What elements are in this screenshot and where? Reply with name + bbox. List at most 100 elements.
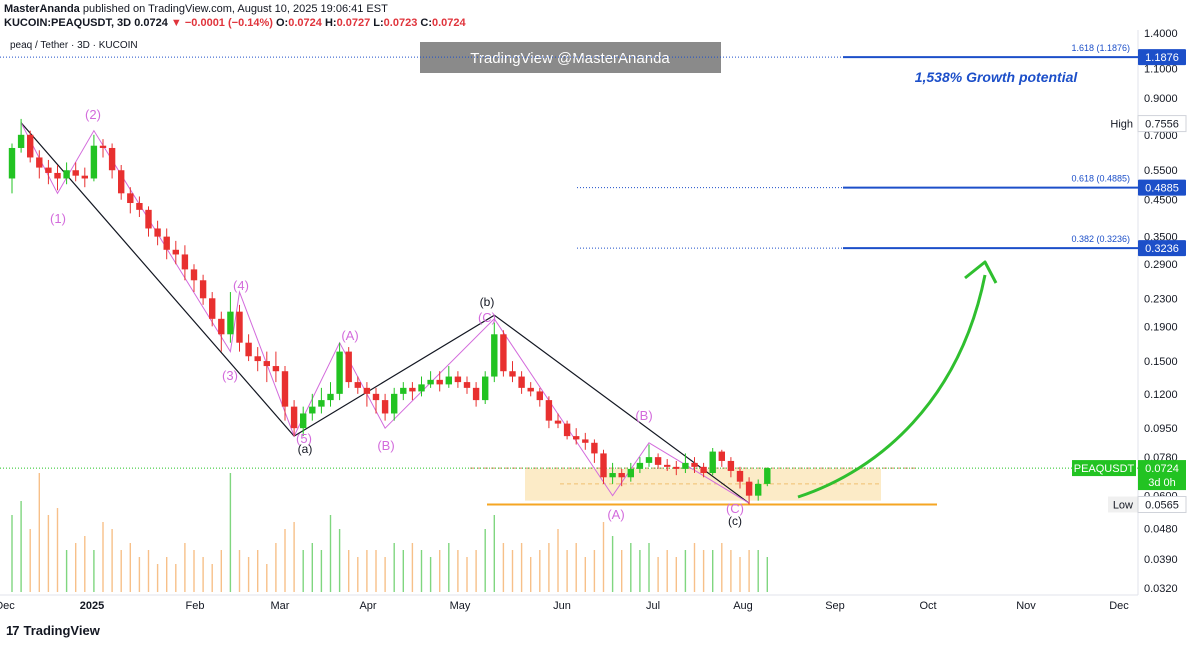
- fib-level-label: 0.382 (0.3236): [1071, 234, 1130, 244]
- high-value: 0.0727: [336, 17, 371, 29]
- x-tick-label: Feb: [186, 600, 205, 612]
- volume-bar: [202, 557, 204, 592]
- volume-bar: [29, 529, 31, 592]
- candle-body: [536, 391, 543, 401]
- x-tick-label: Jul: [646, 600, 660, 612]
- volume-bar: [648, 543, 650, 592]
- accumulation-zone: [525, 468, 881, 501]
- volume-bar: [138, 557, 141, 592]
- volume-bar: [593, 550, 596, 592]
- y-tick-label: 0.2300: [1144, 293, 1178, 305]
- volume-bar: [757, 550, 759, 592]
- candle-body: [199, 280, 207, 299]
- symbol-badge-text: PEAQUSDT: [1074, 463, 1135, 475]
- candle-body: [345, 351, 352, 383]
- volume-bar: [366, 550, 368, 592]
- x-tick-label: Sep: [825, 600, 845, 612]
- candle-body: [627, 468, 634, 478]
- brand-text: TradingView: [23, 623, 100, 638]
- candle-body: [736, 470, 744, 482]
- wave-label: (B): [635, 408, 652, 423]
- wave-label: (4): [233, 278, 249, 293]
- candle-body: [418, 384, 425, 392]
- volume-bar: [566, 550, 568, 592]
- volume-bar: [329, 515, 332, 592]
- x-tick-label: May: [450, 600, 471, 612]
- volume-bar: [584, 557, 586, 592]
- volume-bar: [657, 557, 659, 592]
- volume-bar: [448, 543, 450, 592]
- volume-bar: [420, 550, 423, 592]
- x-tick-label: Jun: [553, 600, 571, 612]
- candle-body: [309, 406, 316, 414]
- candle-body: [8, 147, 16, 179]
- y-tick-label: 0.9000: [1144, 93, 1178, 105]
- volume-bar: [684, 550, 687, 592]
- volume-bar: [357, 557, 359, 592]
- volume-bar: [439, 550, 441, 592]
- volume-bar: [47, 515, 50, 592]
- wave-label: (5): [296, 431, 312, 446]
- candle-body: [281, 371, 289, 407]
- growth-arrow-head: [964, 260, 998, 284]
- symbol-badge: [1072, 460, 1136, 477]
- candle-body: [145, 209, 152, 229]
- footer-brand[interactable]: 17 TradingView: [6, 623, 100, 638]
- volume-bar: [693, 543, 696, 592]
- volume-bar: [302, 550, 304, 592]
- volume-bar: [111, 529, 113, 592]
- candle-body: [272, 366, 280, 372]
- candle-body: [436, 379, 443, 385]
- wave-label: (C): [478, 310, 496, 325]
- x-tick-label: Aug: [733, 600, 753, 612]
- volume-bar: [621, 550, 623, 592]
- volume-bar: [530, 557, 532, 592]
- publish-line: MasterAnanda published on TradingView.co…: [4, 3, 388, 15]
- candle-body: [500, 334, 507, 372]
- volume-bar: [65, 550, 68, 592]
- close-value: 0.0724: [432, 17, 466, 29]
- watermark-text: TradingView @MasterAnanda: [470, 50, 670, 67]
- growth-annotation: 1,538% Growth potential: [915, 69, 1079, 85]
- candle-body: [72, 170, 79, 176]
- y-tick-label: 0.1900: [1144, 321, 1178, 333]
- author-name[interactable]: MasterAnanda: [4, 3, 80, 15]
- current-price-value: 0.0724: [1145, 463, 1179, 475]
- low-label: Low: [1113, 499, 1133, 511]
- volume-bar: [375, 550, 377, 592]
- candle-body: [445, 376, 452, 385]
- down-triangle-icon: ▼: [170, 17, 182, 29]
- volume-bar: [548, 543, 550, 592]
- volume-bar: [539, 550, 541, 592]
- low-value: 0.0723: [383, 17, 418, 29]
- volume-bar: [275, 543, 277, 592]
- candle-body: [300, 413, 307, 429]
- price-change: −0.0001 (−0.14%): [184, 17, 273, 29]
- volume-bar: [238, 550, 241, 592]
- candle-body: [81, 175, 88, 179]
- volume-bar: [320, 550, 323, 592]
- volume-bar: [147, 550, 150, 592]
- fib-level-label: 0.618 (0.4885): [1071, 174, 1130, 184]
- wave-label: (1): [50, 211, 66, 226]
- volume-bar: [457, 550, 459, 592]
- candle-body: [700, 466, 707, 474]
- high-badge: [1137, 115, 1187, 133]
- candle-body: [654, 457, 662, 465]
- volume-bar: [220, 550, 222, 592]
- volume-bar: [712, 550, 714, 592]
- wave-label: (A): [341, 328, 358, 343]
- candle-body: [254, 356, 261, 362]
- wave-label: (B): [377, 438, 394, 453]
- low-badge: [1137, 495, 1187, 513]
- wave-label: (2): [85, 107, 101, 122]
- high-value: 0.7556: [1145, 119, 1179, 131]
- volume-bar: [93, 550, 95, 592]
- volume-bar: [766, 557, 768, 592]
- volume-bar: [675, 557, 677, 592]
- volume-bar: [484, 529, 486, 592]
- candle-body: [491, 334, 498, 377]
- candle-body: [154, 228, 161, 237]
- wave-label: (3): [222, 368, 238, 383]
